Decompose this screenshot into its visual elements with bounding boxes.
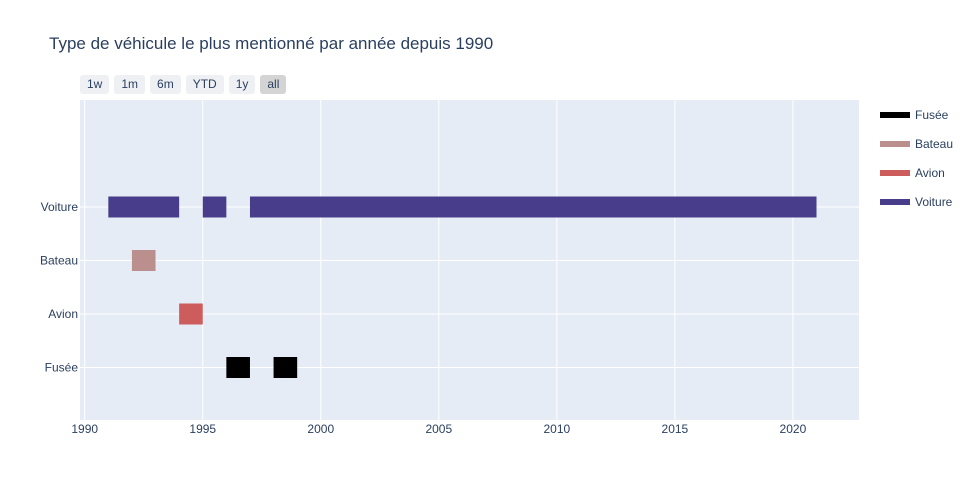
bars — [108, 196, 817, 378]
x-tick-label: 2015 — [662, 422, 689, 436]
y-tick-label: Voiture — [41, 200, 79, 214]
range-button-6m[interactable]: 6m — [150, 75, 181, 94]
x-tick-label: 1995 — [189, 422, 216, 436]
legend-item-voiture[interactable]: Voiture — [880, 193, 953, 210]
x-axis-ticks: 1990 1995 2000 2005 2010 2015 2020 — [71, 422, 806, 436]
y-tick-label: Avion — [48, 307, 78, 321]
y-tick-label: Bateau — [40, 254, 78, 268]
timeline-bar[interactable] — [179, 303, 203, 325]
x-tick-label: 2005 — [425, 422, 452, 436]
x-tick-label: 1990 — [71, 422, 98, 436]
legend-swatch — [880, 169, 910, 176]
legend-label: Voiture — [915, 194, 953, 209]
y-tick-label: Fusée — [45, 361, 79, 375]
legend-item-avion[interactable]: Avion — [880, 164, 953, 181]
x-tick-label: 2000 — [307, 422, 334, 436]
legend-swatch — [880, 198, 910, 205]
legend: Fusée Bateau Avion Voiture — [880, 106, 953, 222]
legend-label: Fusée — [915, 107, 949, 122]
legend-swatch — [880, 140, 910, 147]
range-button-all[interactable]: all — [260, 75, 287, 94]
legend-item-bateau[interactable]: Bateau — [880, 135, 953, 152]
range-button-ytd[interactable]: YTD — [185, 75, 224, 94]
y-axis-ticks: Voiture Bateau Avion Fusée — [40, 200, 78, 375]
timeline-bar[interactable] — [273, 357, 298, 378]
timeline-bar[interactable] — [108, 196, 180, 218]
x-tick-label: 2020 — [780, 422, 807, 436]
range-selector: 1w 1m 6m YTD 1y all — [80, 75, 287, 94]
timeline-bar[interactable] — [202, 196, 227, 218]
timeline-bar[interactable] — [249, 196, 817, 218]
legend-label: Avion — [915, 165, 945, 180]
timeline-bar[interactable] — [131, 250, 156, 271]
legend-swatch — [880, 111, 910, 118]
range-button-1m[interactable]: 1m — [114, 75, 146, 94]
chart-title: Type de véhicule le plus mentionné par a… — [49, 34, 494, 53]
range-button-1y[interactable]: 1y — [228, 75, 256, 94]
legend-label: Bateau — [915, 136, 954, 151]
legend-item-fusee[interactable]: Fusée — [880, 106, 953, 123]
timeline-bar[interactable] — [226, 357, 250, 378]
x-tick-label: 2010 — [543, 422, 570, 436]
range-button-1w[interactable]: 1w — [80, 75, 110, 94]
